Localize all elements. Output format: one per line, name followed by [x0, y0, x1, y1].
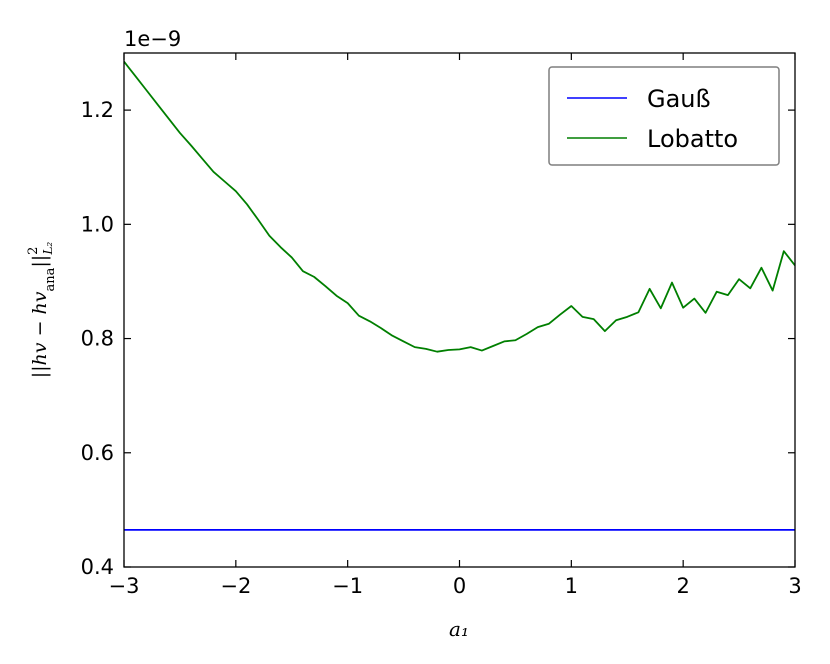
y-axis-label-sup: 2	[26, 247, 41, 255]
x-axis-label: a₁	[449, 617, 469, 641]
y-offset-label: 1e−9	[124, 27, 181, 51]
legend: Gauß Lobatto	[548, 66, 780, 166]
svg-text:||hv − hvana||2L₂: ||hv − hvana||2L₂	[26, 242, 58, 379]
y-axis-label-sub2: L₂	[41, 242, 55, 256]
x-tick-label: 2	[676, 574, 689, 598]
y-tick-label: 0.8	[81, 327, 114, 351]
y-tick-label: 1.0	[81, 212, 114, 236]
x-tick-label: 0	[453, 574, 466, 598]
legend-box	[548, 66, 780, 166]
series-layer	[124, 61, 795, 531]
x-tick-label: 3	[788, 574, 801, 598]
y-tick-label: 0.4	[81, 555, 114, 579]
y-axis-label-main: ||hv − hv	[29, 291, 51, 378]
y-tick-label: 1.2	[81, 98, 114, 122]
y-axis-label: ||hv − hvana||2L₂	[26, 242, 58, 379]
y-axis-label-sub: ana	[43, 267, 58, 291]
y-tick-label: 0.6	[81, 441, 114, 465]
y-axis-label-bars: ||	[29, 255, 51, 268]
x-tick-label: −1	[332, 574, 363, 598]
legend-label-lobatto: Lobatto	[647, 125, 738, 153]
ticks-layer: −3 −2 −1 0 1 2 3 0.4 0.6 0.8 1.0 1.2	[81, 53, 802, 598]
x-tick-label: 1	[565, 574, 578, 598]
legend-label-gauss: Gauß	[647, 85, 711, 113]
x-tick-label: −2	[220, 574, 251, 598]
x-tick-label: −3	[109, 574, 140, 598]
series-line-lobatto	[124, 61, 795, 353]
